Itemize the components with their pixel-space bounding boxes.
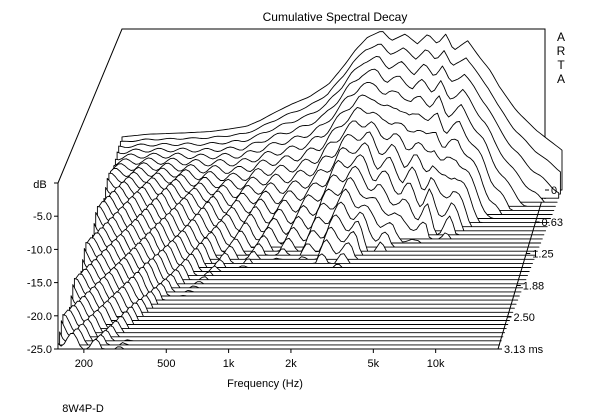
x-tick-label: 500 (157, 358, 175, 370)
decay-slice (60, 320, 502, 342)
z-tick-label: 3.13 ms (504, 344, 544, 356)
z-tick-label: 1.88 (523, 281, 544, 293)
z-tick-label: 0 (551, 185, 557, 197)
x-axis-ticks: 200 500 1k 2k 5k 10k (75, 349, 445, 370)
y-axis-ticks: -5.0 -10.0 -15.0 -20.0 -25.0 (27, 182, 58, 356)
y-tick-label: -15.0 (27, 278, 52, 290)
x-tick-label: 5k (368, 358, 380, 370)
footer-caption: 8W4P-D (62, 403, 104, 415)
decay-slice (64, 309, 506, 334)
decay-slice (69, 296, 510, 321)
arta-letter: T (557, 58, 565, 72)
x-axis-label: Frequency (Hz) (227, 378, 303, 390)
z-tick-label: 0.63 (542, 217, 563, 229)
frame-back-edges (57, 28, 546, 199)
y-tick-label: -10.0 (27, 244, 52, 256)
decay-slices (57, 31, 563, 350)
y-tick-label: -25.0 (27, 344, 52, 356)
z-axis-ticks: 0 0.63 1.25 1.88 2.50 3.13 ms (498, 185, 563, 356)
y-tick-label: -5.0 (33, 211, 52, 223)
decay-slice (59, 328, 501, 346)
decay-slice (92, 222, 533, 264)
arta-letter: A (557, 72, 565, 86)
arta-letter: R (557, 44, 566, 58)
z-tick-label: 1.25 (532, 248, 553, 260)
y-axis-label: dB (33, 179, 46, 191)
decay-slice (65, 305, 507, 330)
frame-right-edge (497, 189, 546, 350)
chart-title: Cumulative Spectral Decay (263, 10, 408, 24)
decay-slice (57, 333, 499, 350)
decay-slice (67, 300, 509, 325)
x-tick-label: 2k (285, 358, 297, 370)
x-tick-label: 10k (427, 358, 445, 370)
y-tick-label: -20.0 (27, 311, 52, 323)
arta-letter: A (557, 30, 565, 44)
x-tick-label: 200 (75, 358, 93, 370)
z-tick-label: 2.50 (513, 312, 534, 324)
x-tick-label: 1k (223, 358, 235, 370)
